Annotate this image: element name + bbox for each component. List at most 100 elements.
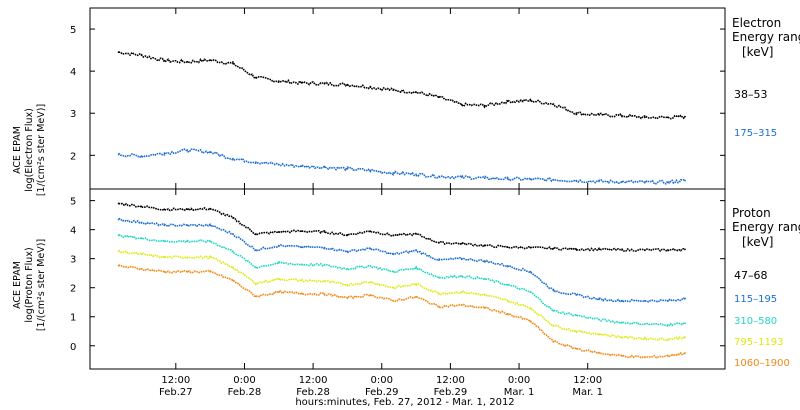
data-point — [460, 291, 463, 293]
ytick-label: 4 — [70, 226, 76, 237]
data-point — [598, 114, 600, 116]
data-point — [323, 293, 326, 295]
data-point — [415, 233, 417, 235]
data-point — [300, 230, 303, 233]
data-point — [684, 248, 686, 251]
data-point — [186, 270, 189, 273]
series-1-3 — [117, 249, 686, 342]
data-point — [483, 278, 486, 280]
data-point — [255, 266, 257, 269]
data-point — [300, 263, 303, 266]
proton-legend-entry-5: 1060–1900 — [734, 358, 790, 369]
data-point — [438, 241, 440, 244]
data-point — [117, 234, 120, 237]
data-point — [369, 294, 372, 296]
data-point — [163, 256, 166, 259]
data-point — [483, 104, 486, 107]
data-point — [415, 267, 417, 269]
data-point — [438, 305, 440, 308]
data-point — [644, 323, 646, 325]
data-point — [346, 267, 349, 270]
data-point — [460, 242, 463, 245]
proton-ylabel-1: ACE EPAM — [12, 261, 23, 309]
data-point — [506, 312, 509, 315]
xtick-label-date: Feb.29 — [434, 387, 468, 398]
data-point — [346, 297, 349, 299]
data-point — [140, 54, 143, 56]
data-point — [369, 265, 372, 267]
data-point — [598, 298, 600, 301]
xtick-label-date: Mar. 1 — [504, 387, 535, 398]
data-point — [140, 221, 143, 224]
xtick-label-date: Feb.27 — [159, 387, 193, 398]
xtick-label-time: 0:00 — [371, 375, 393, 386]
data-point — [392, 234, 395, 237]
data-point — [346, 167, 349, 170]
data-point — [552, 324, 555, 327]
proton-legend-title-1: Proton — [732, 206, 771, 220]
data-point — [277, 163, 280, 166]
data-point — [598, 352, 600, 354]
data-point — [483, 177, 486, 180]
data-point — [277, 80, 280, 83]
data-point — [529, 291, 532, 293]
data-point — [621, 299, 623, 302]
data-point — [140, 205, 143, 208]
data-point — [621, 336, 623, 338]
series-line — [118, 217, 686, 303]
data-point — [209, 270, 212, 273]
data-point — [666, 299, 669, 302]
data-point — [666, 116, 669, 119]
data-point — [460, 275, 463, 277]
data-point — [666, 249, 669, 251]
ytick-label: 0 — [70, 342, 76, 353]
data-point — [666, 324, 669, 326]
data-point — [415, 173, 417, 176]
data-point — [684, 336, 686, 338]
data-point — [140, 267, 143, 270]
ytick-label: 3 — [70, 109, 76, 120]
data-point — [392, 172, 395, 174]
data-point — [684, 352, 686, 354]
series-1-4 — [117, 264, 686, 359]
data-point — [117, 250, 120, 253]
electron-plot-frame — [89, 7, 726, 190]
series-line — [118, 264, 686, 359]
data-point — [209, 256, 212, 259]
xtick-label-date: Mar. 1 — [572, 387, 603, 398]
data-point — [392, 253, 395, 256]
data-point — [163, 208, 166, 211]
data-point — [575, 330, 578, 333]
data-point — [575, 248, 578, 251]
data-point — [483, 307, 486, 309]
data-point — [117, 51, 120, 54]
data-point — [415, 249, 417, 252]
data-point — [277, 231, 280, 233]
xtick-label-date: Feb.29 — [365, 387, 399, 398]
proton-ylabel-3: [1/(cm²s ster MeV)] — [36, 239, 47, 331]
series-1-0 — [117, 202, 686, 252]
data-point — [529, 99, 532, 102]
data-point — [438, 175, 440, 178]
electron-legend-entry-2: 175–315 — [734, 128, 777, 139]
data-point — [255, 282, 257, 285]
data-point — [369, 169, 372, 172]
data-point — [415, 283, 417, 286]
data-point — [506, 283, 509, 286]
series-line — [118, 148, 686, 185]
data-point — [415, 296, 417, 298]
data-point — [552, 289, 555, 292]
data-point — [598, 180, 600, 183]
data-point — [277, 291, 280, 293]
data-point — [552, 247, 555, 250]
data-point — [575, 314, 578, 317]
series-0-1 — [117, 148, 686, 185]
data-point — [323, 82, 326, 85]
proton-legend-entry-3: 310–580 — [734, 316, 777, 327]
xtick-label-date: Feb.28 — [228, 387, 262, 398]
data-point — [529, 307, 532, 309]
data-point — [117, 218, 120, 221]
data-point — [232, 279, 234, 282]
time-axis: 12:00Feb.270:00Feb.2812:00Feb.280:00Feb.… — [159, 375, 603, 398]
